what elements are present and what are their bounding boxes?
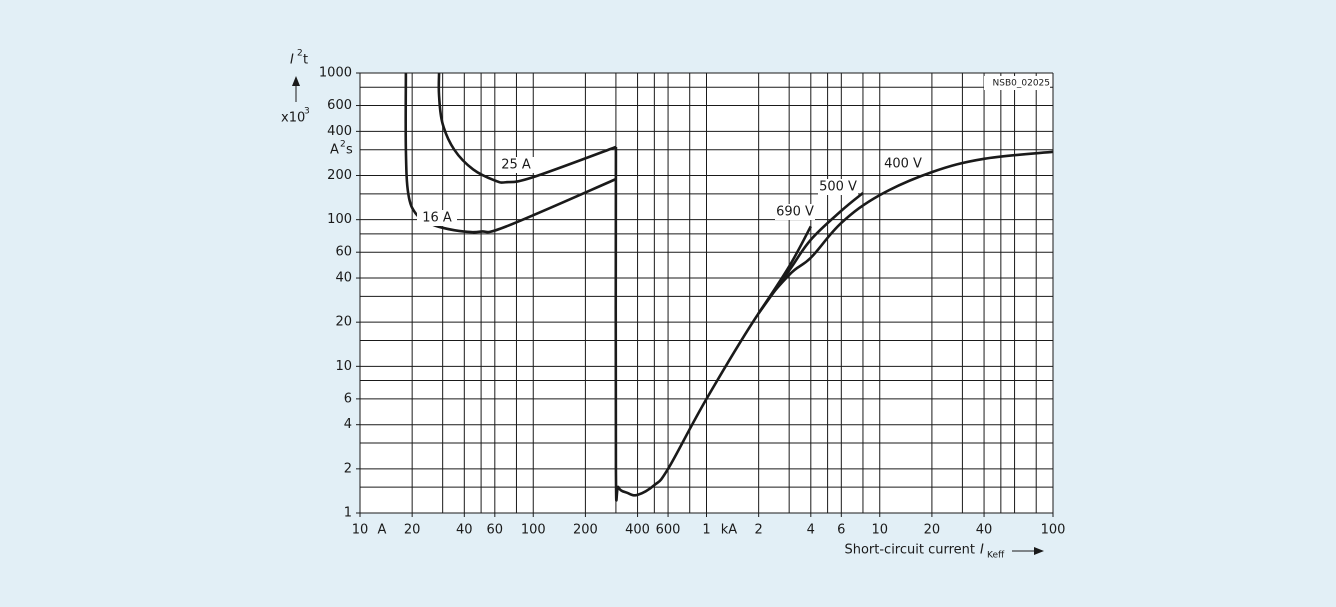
y-label-sup: 2 xyxy=(297,49,303,59)
y-unit-sup: 2 xyxy=(340,140,346,150)
x-tick-label: 20 xyxy=(404,523,421,538)
x-tick-label: 10 xyxy=(352,523,369,538)
x-tick-label: 40 xyxy=(456,523,473,538)
y-tick-label: 2 xyxy=(344,461,352,476)
x-tick-label: 600 xyxy=(656,523,681,538)
x-unit: A xyxy=(378,523,387,538)
annotation-bg xyxy=(984,76,1050,90)
x-unit: kA xyxy=(721,523,738,538)
x-symbol-sub: Keff xyxy=(987,551,1005,561)
series-label-bg xyxy=(883,156,923,172)
x-tick-label: 400 xyxy=(625,523,650,538)
series-line xyxy=(757,225,812,314)
y-arrow-head xyxy=(292,76,300,86)
x-arrow-head xyxy=(1034,547,1044,555)
y-label-symbol: I xyxy=(290,53,294,68)
series-label: 500 V xyxy=(819,180,857,195)
x-tick-label: 6 xyxy=(837,523,845,538)
y-tick-label: 60 xyxy=(335,245,352,260)
series-label-bg xyxy=(417,210,457,226)
y-tick-label: 1000 xyxy=(319,66,352,81)
y-tick-label: 4 xyxy=(344,417,352,432)
x-tick-label: 4 xyxy=(807,523,815,538)
x-symbol: I xyxy=(980,543,984,558)
x-tick-label: 2 xyxy=(755,523,763,538)
y-tick-label: 100 xyxy=(327,212,352,227)
y-tick-label: 10 xyxy=(335,359,352,374)
y-scale-label: x10 xyxy=(281,111,305,126)
y-scale-sup: 3 xyxy=(304,107,310,117)
y-tick-label: 400 xyxy=(327,124,352,139)
series-line xyxy=(614,146,1054,502)
series-label: 690 V xyxy=(776,205,814,220)
series-label-bg xyxy=(818,179,858,195)
series-label: 400 V xyxy=(884,157,922,172)
x-tick-label: 100 xyxy=(521,523,546,538)
y-tick-label: 200 xyxy=(327,168,352,183)
y-unit: A xyxy=(330,143,339,158)
x-tick-label: 10 xyxy=(871,523,888,538)
y-tick-label: 20 xyxy=(335,315,352,330)
series-label: 16 A xyxy=(422,211,452,226)
x-tick-label: 60 xyxy=(487,523,504,538)
x-tick-label: 1 xyxy=(702,523,710,538)
series-label: 25 A xyxy=(501,158,531,173)
y-label-rest: t xyxy=(303,53,308,68)
y-tick-label: 6 xyxy=(344,391,352,406)
y-unit-rest: s xyxy=(346,143,353,158)
x-label: Short-circuit current xyxy=(844,543,975,558)
series-line xyxy=(404,72,617,234)
x-tick-label: 40 xyxy=(976,523,993,538)
series-line xyxy=(437,72,617,184)
y-tick-label: 1 xyxy=(344,506,352,521)
y-tick-label: 40 xyxy=(335,271,352,286)
x-tick-label: 100 xyxy=(1041,523,1066,538)
series-label-bg xyxy=(496,157,536,173)
y-tick-label: 600 xyxy=(327,98,352,113)
annotation: NSB0_02025 xyxy=(993,79,1050,89)
x-tick-label: 200 xyxy=(573,523,598,538)
series-label-bg xyxy=(775,204,815,220)
x-tick-label: 20 xyxy=(924,523,941,538)
